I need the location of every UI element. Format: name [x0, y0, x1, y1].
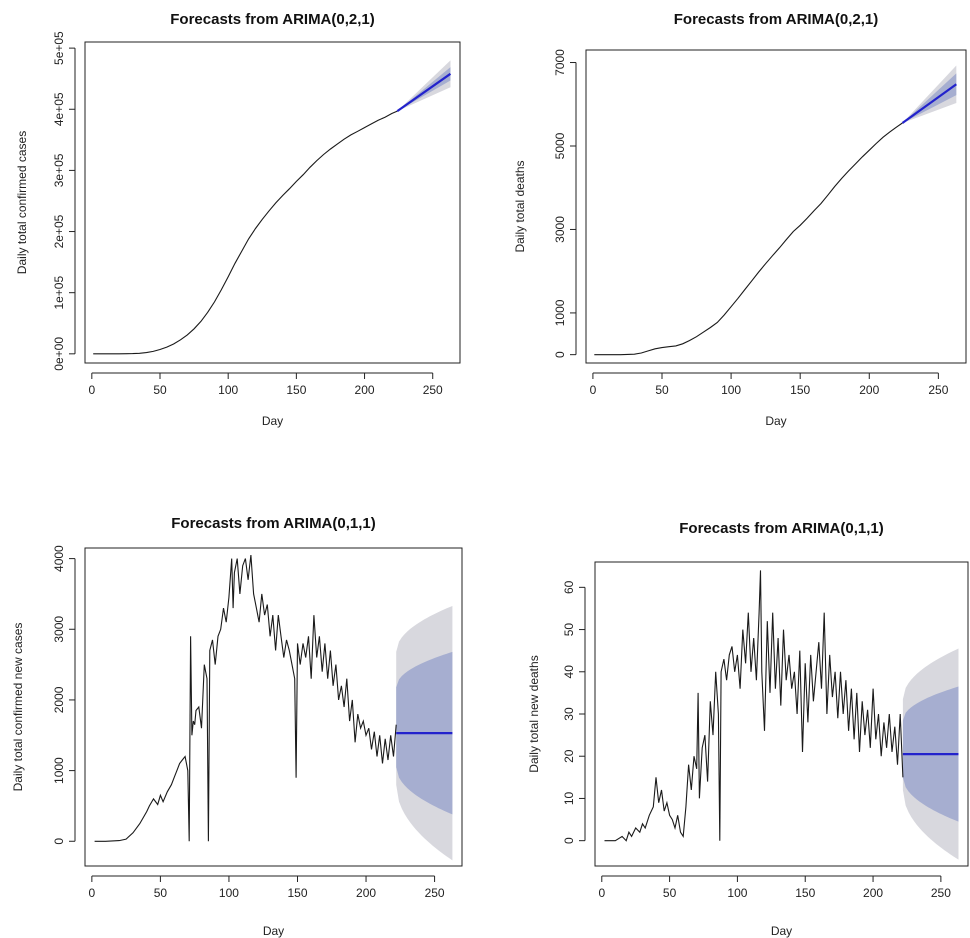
- x-tick-label: 50: [153, 383, 167, 397]
- x-tick-label: 200: [355, 383, 375, 397]
- x-axis-label: Day: [765, 414, 786, 428]
- y-tick-label: 60: [562, 580, 576, 594]
- y-tick-label: 2e+05: [52, 214, 66, 248]
- chart-title: Forecasts from ARIMA(0,1,1): [679, 520, 884, 537]
- y-axis-label: Daily total deaths: [513, 160, 527, 252]
- y-tick-label: 5e+05: [52, 31, 66, 65]
- y-tick-label: 40: [562, 665, 576, 679]
- y-tick-label: 3000: [553, 216, 567, 243]
- y-tick-label: 4000: [52, 545, 66, 572]
- forecast-mean-line: [901, 83, 957, 124]
- forecast-band-80: [902, 73, 957, 124]
- x-tick-label: 0: [598, 886, 605, 900]
- x-tick-label: 200: [859, 383, 879, 397]
- x-axis-label: Day: [263, 924, 284, 938]
- observed-series-line: [594, 122, 903, 356]
- forecast-mean-line: [396, 72, 452, 112]
- chart-title: Forecasts from ARIMA(0,2,1): [674, 11, 879, 28]
- x-tick-label: 0: [590, 383, 597, 397]
- x-tick-label: 100: [219, 886, 239, 900]
- forecast-band-95: [397, 60, 451, 112]
- chart-panel-4: Forecasts from ARIMA(0,1,1)0 50 100 150 200 2…: [527, 520, 969, 938]
- y-axis-label: Daily total confirmed new cases: [11, 623, 25, 792]
- x-tick-label: 200: [356, 886, 376, 900]
- y-tick-label: 4e+05: [52, 92, 66, 126]
- plot-frame: [84, 41, 461, 364]
- y-tick-label: 0e+00: [52, 337, 66, 371]
- x-tick-label: 100: [218, 383, 238, 397]
- x-tick-label: 250: [928, 383, 948, 397]
- y-tick-label: 0: [553, 351, 567, 358]
- forecast-band-95: [902, 65, 957, 124]
- y-tick-label: 3e+05: [52, 153, 66, 187]
- y-tick-label: 1e+05: [52, 276, 66, 310]
- x-axis-label: Day: [262, 414, 283, 428]
- x-tick-label: 100: [721, 383, 741, 397]
- x-tick-label: 250: [425, 886, 445, 900]
- chart-panel-2: Forecasts from ARIMA(0,2,1) 0 50 100 150 200 2…: [513, 11, 967, 428]
- x-tick-label: 0: [89, 886, 96, 900]
- y-axis-label: Daily total confirmed cases: [15, 131, 29, 274]
- x-tick-label: 100: [727, 886, 747, 900]
- chart-title: Forecasts from ARIMA(0,1,1): [171, 515, 376, 532]
- chart-panel-1: Forecasts from ARIMA(0,2,1) 0 50 100 150 200 2…: [15, 11, 461, 428]
- y-tick-label: 10: [562, 791, 576, 805]
- x-tick-label: 250: [931, 886, 951, 900]
- x-tick-label: 150: [795, 886, 815, 900]
- y-tick-label: 1000: [52, 757, 66, 784]
- observed-series-line: [604, 570, 904, 842]
- observed-series-line: [93, 110, 398, 355]
- x-tick-label: 250: [423, 383, 443, 397]
- y-tick-label: 0: [562, 837, 576, 844]
- x-tick-label: 150: [790, 383, 810, 397]
- plot-frame: [84, 547, 463, 867]
- y-tick-label: 5000: [553, 132, 567, 159]
- y-tick-label: 2000: [52, 686, 66, 713]
- plot-frame: [585, 49, 967, 364]
- y-tick-label: 7000: [553, 49, 567, 76]
- x-tick-label: 50: [663, 886, 677, 900]
- y-tick-label: 30: [562, 707, 576, 721]
- x-tick-label: 150: [286, 383, 306, 397]
- y-tick-label: 50: [562, 623, 576, 637]
- x-tick-label: 50: [655, 383, 669, 397]
- x-axis-label: Day: [771, 924, 792, 938]
- y-axis-label: Daily total new deaths: [527, 655, 541, 772]
- observed-series-line: [94, 555, 397, 842]
- y-tick-label: 0: [52, 838, 66, 845]
- y-tick-label: 20: [562, 749, 576, 763]
- y-tick-label: 3000: [52, 616, 66, 643]
- chart-panel-3: Forecasts from ARIMA(0,1,1) 0 50 100 150 200 2…: [11, 515, 463, 938]
- plot-frame: [594, 561, 969, 867]
- x-tick-label: 0: [88, 383, 95, 397]
- y-tick-label: 1000: [553, 299, 567, 326]
- forecast-band-80: [397, 67, 451, 112]
- x-tick-label: 150: [287, 886, 307, 900]
- x-tick-label: 50: [154, 886, 168, 900]
- chart-title: Forecasts from ARIMA(0,2,1): [170, 11, 375, 28]
- x-tick-label: 200: [863, 886, 883, 900]
